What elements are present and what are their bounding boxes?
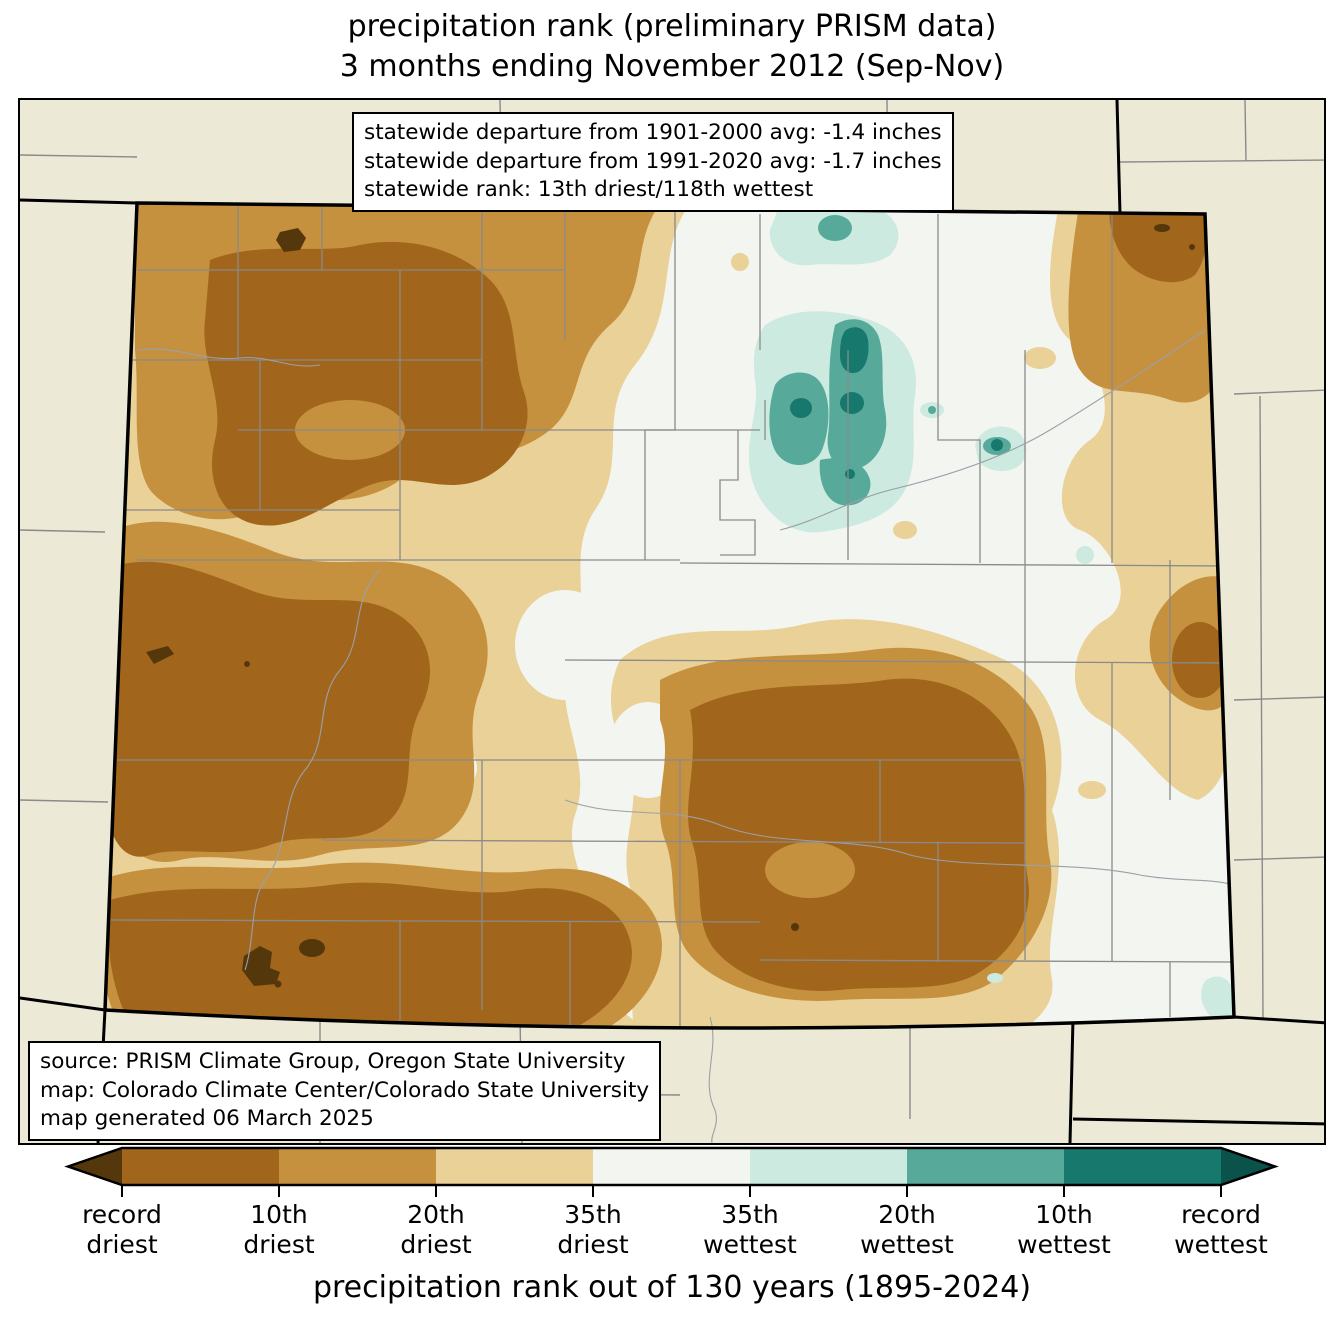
colorbar-seg-1 bbox=[122, 1148, 279, 1185]
neighbor-state-borders bbox=[20, 100, 1324, 1143]
stats-line-1: statewide departure from 1901-2000 avg: … bbox=[364, 120, 942, 145]
figure-title-line2: 3 months ending November 2012 (Sep-Nov) bbox=[339, 49, 1005, 84]
colorbar-seg-5 bbox=[750, 1148, 907, 1185]
colorbar-label-10th-wettest: 10th wettest bbox=[1017, 1200, 1111, 1259]
colorbar-label-record-driest: record driest bbox=[82, 1200, 162, 1259]
colorbar-seg-2 bbox=[279, 1148, 436, 1185]
colorbar-label-20th-driest: 20th driest bbox=[400, 1200, 472, 1259]
precipitation-rank-colorbar bbox=[64, 1146, 1279, 1197]
figure-title-line1: precipitation rank (preliminary PRISM da… bbox=[347, 9, 997, 44]
source-attribution-box: source: PRISM Climate Group, Oregon Stat… bbox=[28, 1041, 662, 1141]
colorbar-seg-3 bbox=[436, 1148, 593, 1185]
colorbar-ticks bbox=[121, 1185, 1222, 1197]
source-line-3: map generated 06 March 2025 bbox=[40, 1106, 374, 1132]
colorbar-label-record-wettest: record wettest bbox=[1174, 1200, 1268, 1259]
river-lines bbox=[136, 329, 1234, 971]
colorbar-arrow-record-wettest bbox=[1221, 1148, 1275, 1185]
colorado-state-border bbox=[103, 201, 1236, 1030]
record-driest-spots bbox=[146, 224, 1195, 988]
colorbar-label-35th-wettest: 35th wettest bbox=[703, 1200, 797, 1259]
colorado-precipitation-map bbox=[20, 100, 1324, 1143]
wettest-band1-areas bbox=[790, 327, 1003, 479]
stats-line-3: statewide rank: 13th driest/118th wettes… bbox=[364, 177, 814, 203]
source-line-2: map: Colorado Climate Center/Colorado St… bbox=[40, 1077, 650, 1103]
driest-band1-areas bbox=[105, 203, 1228, 1028]
source-line-1: source: PRISM Climate Group, Oregon Stat… bbox=[40, 1049, 626, 1074]
colorbar-caption: precipitation rank out of 130 years (189… bbox=[312, 1270, 1032, 1305]
colorbar-arrow-record-driest bbox=[68, 1148, 122, 1185]
river-rio-grande bbox=[708, 1016, 717, 1143]
statewide-stats-box: statewide departure from 1901-2000 avg: … bbox=[352, 112, 954, 212]
colorbar-label-20th-wettest: 20th wettest bbox=[860, 1200, 954, 1259]
colorbar-seg-6 bbox=[907, 1148, 1064, 1185]
map-panel: statewide departure from 1901-2000 avg: … bbox=[18, 98, 1326, 1145]
county-lines bbox=[105, 203, 1234, 1028]
colorbar-label-35th-driest: 35th driest bbox=[557, 1200, 629, 1259]
colorbar-label-10th-driest: 10th driest bbox=[243, 1200, 315, 1259]
colorbar-seg-4 bbox=[593, 1148, 750, 1185]
stats-line-2: statewide departure from 1991-2020 avg: … bbox=[364, 148, 942, 174]
colorbar-seg-7 bbox=[1064, 1148, 1221, 1185]
